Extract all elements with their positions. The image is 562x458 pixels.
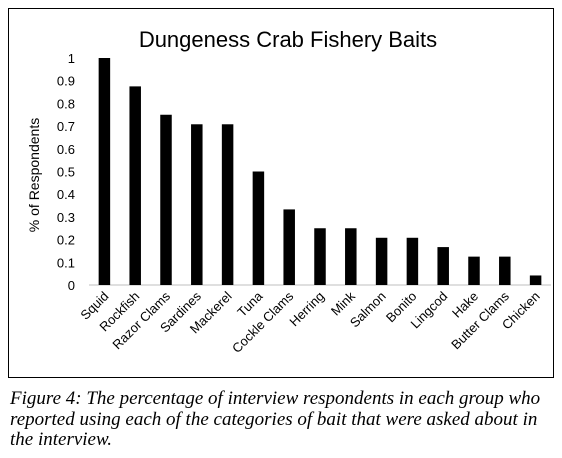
bar [129,86,141,286]
y-tick-label: 0 [68,278,75,293]
y-tick-label: 0.4 [57,187,75,202]
y-tick-label: 0.2 [57,233,75,248]
chart-title: Dungeness Crab Fishery Baits [139,27,437,52]
bar [345,228,357,285]
bar [98,58,111,285]
y-tick-label: 1 [68,51,75,66]
y-tick-label: 0.5 [57,165,75,180]
bar [314,228,326,285]
y-tick-labels: 0 0.1 0.2 0.3 0.4 0.5 0.6 0.7 0.8 0.9 1 [57,51,75,293]
y-tick-label: 0.9 [57,74,75,89]
y-tick-label: 0.6 [57,142,75,157]
bar [437,247,449,285]
y-tick-label: 0.3 [57,210,75,225]
bar [406,237,419,285]
y-axis-label: % of Respondents [26,118,42,232]
bar [529,275,542,285]
bar [468,256,480,286]
figure-caption: Figure 4: The percentage of interview re… [10,388,541,450]
bar [160,114,172,285]
y-tick-label: 0.8 [57,96,75,111]
y-tick-label: 0.7 [57,119,75,134]
chart-frame: Dungeness Crab Fishery Baits % of Respon… [8,8,554,378]
bar-chart: Dungeness Crab Fishery Baits % of Respon… [26,27,551,356]
bar [375,237,388,285]
bar [499,256,511,286]
bar [252,171,265,285]
bar [283,209,295,285]
bar [221,124,234,285]
bars [98,58,542,286]
bar [191,124,203,285]
x-tick-label: Herring [286,289,327,330]
y-tick-label: 0.1 [57,255,75,270]
